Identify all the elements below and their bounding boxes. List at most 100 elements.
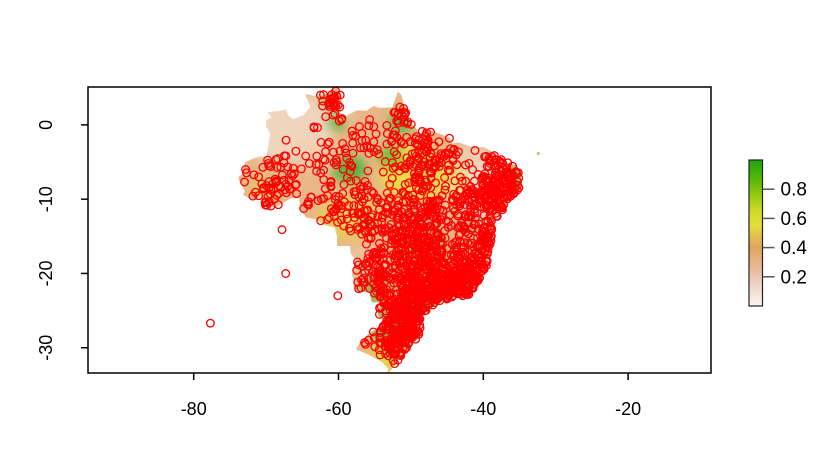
- occurrence-point: [408, 234, 417, 244]
- occurrence-point: [445, 166, 455, 176]
- occurrence-point: [452, 272, 462, 282]
- occurrence-point: [404, 178, 414, 188]
- occurrence-point: [319, 90, 328, 100]
- occurrence-point: [429, 266, 439, 276]
- occurrence-point: [271, 178, 281, 188]
- occurrence-point: [364, 233, 373, 243]
- occurrence-point: [431, 178, 440, 188]
- occurrence-point: [399, 112, 409, 122]
- occurrence-point: [480, 169, 490, 179]
- occurrence-point: [388, 250, 398, 260]
- occurrence-point: [391, 338, 401, 348]
- occurrence-point: [432, 247, 442, 256]
- occurrence-point: [399, 117, 409, 127]
- occurrence-point: [320, 155, 330, 165]
- occurrence-point: [401, 227, 411, 237]
- occurrence-point: [354, 192, 364, 202]
- occurrence-point: [485, 158, 495, 168]
- occurrence-point: [318, 101, 328, 111]
- occurrence-point: [507, 179, 517, 189]
- occurrence-point: [354, 260, 363, 270]
- occurrence-point: [464, 240, 474, 249]
- occurrence-point: [351, 176, 361, 185]
- occurrence-point: [440, 260, 450, 270]
- occurrence-point: [382, 203, 392, 213]
- occurrence-point: [358, 277, 368, 287]
- island-pixel: [536, 151, 540, 156]
- occurrence-point: [357, 128, 367, 138]
- occurrence-point: [264, 183, 274, 193]
- occurrence-point: [481, 200, 491, 210]
- occurrence-point: [375, 239, 384, 248]
- occurrence-point: [285, 184, 295, 194]
- occurrence-point: [425, 151, 435, 161]
- occurrence-point: [398, 187, 408, 197]
- occurrence-point: [326, 177, 336, 187]
- occurrence-point: [348, 148, 358, 158]
- occurrence-point: [348, 208, 358, 218]
- occurrence-point: [367, 221, 377, 231]
- occurrence-point: [334, 116, 344, 126]
- occurrence-point: [315, 90, 325, 100]
- occurrence-point: [374, 149, 384, 159]
- occurrence-point: [258, 162, 268, 172]
- occurrence-point: [448, 145, 458, 155]
- occurrence-point: [444, 133, 454, 143]
- occurrence-point: [466, 201, 475, 211]
- occurrence-point: [502, 191, 512, 200]
- occurrence-point: [254, 191, 264, 201]
- occurrence-point: [433, 214, 442, 224]
- occurrence-point: [440, 200, 450, 210]
- occurrence-point: [337, 114, 347, 124]
- occurrence-point: [426, 127, 436, 137]
- occurrence-point: [439, 258, 449, 268]
- occurrence-point: [430, 205, 440, 215]
- occurrence-point: [463, 185, 472, 195]
- occurrence-point: [362, 141, 372, 151]
- occurrence-point: [423, 201, 433, 211]
- occurrence-point: [437, 248, 447, 258]
- occurrence-point: [263, 192, 273, 202]
- occurrence-point: [382, 271, 392, 281]
- occurrence-point: [415, 244, 425, 254]
- occurrence-point: [383, 351, 393, 361]
- occurrence-point: [373, 218, 383, 228]
- occurrence-point: [481, 151, 491, 161]
- occurrence-point: [260, 200, 270, 210]
- occurrence-point: [470, 146, 480, 155]
- occurrence-point-outlier: [281, 269, 291, 278]
- occurrence-point: [476, 256, 486, 266]
- occurrence-point: [312, 151, 322, 161]
- occurrence-point: [361, 228, 371, 238]
- occurrence-point: [489, 151, 499, 161]
- occurrence-point: [288, 163, 298, 173]
- occurrence-point: [393, 118, 403, 128]
- occurrence-point: [364, 335, 373, 345]
- occurrence-point: [364, 121, 374, 131]
- occurrence-point: [416, 295, 426, 304]
- occurrence-point: [394, 208, 404, 218]
- occurrence-point: [313, 123, 322, 133]
- occurrence-point: [419, 138, 429, 148]
- occurrence-point: [493, 174, 503, 184]
- occurrence-point: [286, 169, 296, 179]
- occurrence-point: [321, 112, 331, 122]
- occurrence-point: [427, 275, 437, 285]
- occurrence-point: [333, 198, 343, 208]
- occurrence-point: [362, 206, 372, 215]
- occurrence-point: [404, 326, 414, 336]
- occurrence-point: [390, 140, 400, 149]
- occurrence-point: [420, 279, 430, 289]
- occurrence-point: [461, 273, 471, 283]
- occurrence-point: [394, 166, 404, 176]
- occurrence-point: [373, 195, 383, 205]
- occurrence-point: [422, 128, 432, 138]
- occurrence-point: [432, 253, 442, 263]
- occurrence-point: [357, 275, 366, 285]
- occurrence-point: [414, 213, 423, 223]
- occurrence-point: [473, 170, 483, 179]
- occurrence-point: [302, 199, 312, 209]
- occurrence-point: [460, 250, 470, 260]
- occurrence-point: [339, 197, 349, 207]
